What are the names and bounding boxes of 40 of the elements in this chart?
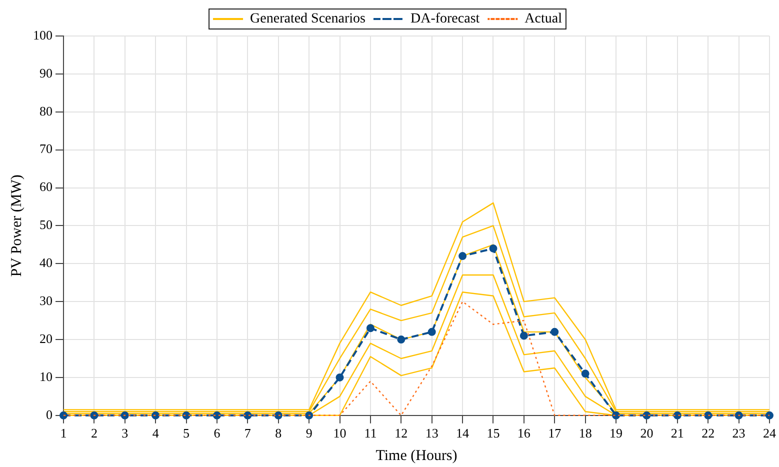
x-tick-label: 13 bbox=[425, 426, 438, 441]
x-axis-title: Time (Hours) bbox=[376, 448, 458, 464]
legend-label: DA-forecast bbox=[410, 12, 480, 27]
x-tick-label: 3 bbox=[122, 426, 128, 441]
y-tick-label: 20 bbox=[40, 330, 52, 346]
x-tick-label: 6 bbox=[214, 426, 221, 441]
y-tick-label: 80 bbox=[40, 103, 52, 118]
x-tick-label: 7 bbox=[244, 426, 252, 441]
x-tick-label: 8 bbox=[275, 426, 282, 441]
x-tick-label: 24 bbox=[763, 426, 776, 441]
x-tick-label: 4 bbox=[152, 426, 160, 441]
x-tick-label: 1 bbox=[60, 426, 67, 441]
x-tick-label: 18 bbox=[578, 426, 592, 441]
x-tick-label: 12 bbox=[394, 426, 408, 441]
y-tick-label: 50 bbox=[40, 217, 52, 232]
x-tick-label: 15 bbox=[486, 426, 500, 441]
legend-label: Actual bbox=[524, 12, 562, 27]
y-tick-label: 30 bbox=[40, 293, 52, 308]
y-axis-title: PV Power (MW) bbox=[8, 174, 25, 277]
x-tick-label: 2 bbox=[90, 426, 98, 441]
x-tick-label: 16 bbox=[517, 426, 531, 441]
x-tick-label: 21 bbox=[670, 426, 684, 441]
x-tick-label: 20 bbox=[640, 426, 654, 441]
y-tick-label: 70 bbox=[40, 141, 52, 156]
legend-label: Generated Scenarios bbox=[250, 12, 366, 27]
y-tick-label: 10 bbox=[40, 368, 52, 384]
x-tick-label: 9 bbox=[306, 426, 312, 441]
x-tick-label: 17 bbox=[548, 426, 562, 441]
x-tick-label: 23 bbox=[732, 426, 746, 441]
y-tick-label: 60 bbox=[40, 179, 52, 194]
y-tick-label: 40 bbox=[40, 255, 52, 270]
x-tick-label: 10 bbox=[333, 426, 346, 441]
x-tick-label: 22 bbox=[702, 426, 715, 441]
y-tick-label: 90 bbox=[40, 65, 52, 80]
x-tick-label: 5 bbox=[183, 426, 190, 441]
y-tick-label: 0 bbox=[46, 406, 52, 422]
x-tick-label: 11 bbox=[364, 426, 377, 441]
x-tick-label: 14 bbox=[456, 426, 470, 441]
y-tick-label: 100 bbox=[33, 27, 52, 42]
x-tick-label: 19 bbox=[610, 426, 623, 441]
